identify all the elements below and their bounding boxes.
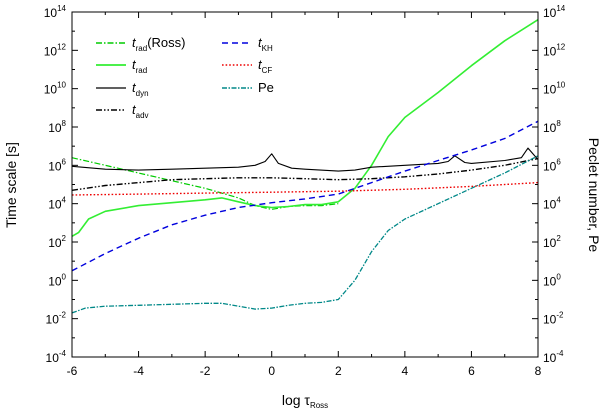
y-tick-label-left: 108 <box>48 119 66 135</box>
x-tick-label: 2 <box>335 364 342 378</box>
y-axis-label-right: Peclet number, Pe <box>586 138 600 253</box>
left-axis-ticks: 10-4 10-2 100 102 104 106 108 1010 1012 1014 <box>44 4 78 365</box>
x-tick-label: 4 <box>402 364 409 378</box>
y-tick-label-right: 1010 <box>543 81 566 97</box>
y-tick-label-right: 104 <box>543 196 561 212</box>
y-axis-label-left: Time scale [s] <box>3 142 19 228</box>
series-t-kh-line <box>71 120 539 272</box>
y-tick-label-left: 1010 <box>44 81 67 97</box>
x-tick-label: -6 <box>67 364 78 378</box>
y-tick-label-left: 104 <box>48 196 66 212</box>
legend-label: tCF <box>258 57 272 75</box>
y-tick-label-right: 1014 <box>543 4 566 20</box>
x-tick-label: -2 <box>200 364 211 378</box>
x-tick-label: 6 <box>468 364 475 378</box>
series-t-rad-ross-line <box>71 157 339 210</box>
series-layer <box>71 19 539 314</box>
x-tick-label: 8 <box>535 364 542 378</box>
y-tick-label-left: 10-2 <box>46 311 67 327</box>
y-tick-label-left: 1012 <box>44 42 67 58</box>
y-tick-label-right: 1012 <box>543 42 566 58</box>
y-tick-label-left: 10-4 <box>46 349 67 365</box>
y-tick-label-left: 106 <box>48 157 66 173</box>
y-tick-label-right: 10-4 <box>543 349 564 365</box>
series-pe-line <box>71 155 539 314</box>
y-tick-label-right: 102 <box>543 234 561 250</box>
legend-label: tdyn <box>132 80 149 98</box>
y-tick-label-right: 108 <box>543 119 561 135</box>
series-t-adv-line <box>71 157 539 191</box>
legend-label: tadv <box>132 102 149 120</box>
y-tick-label-left: 100 <box>48 272 66 288</box>
y-tick-label-left: 102 <box>48 234 66 250</box>
legend-label: Pe <box>258 80 274 95</box>
x-tick-label: 0 <box>268 364 275 378</box>
y-tick-label-right: 106 <box>543 157 561 173</box>
legend-label: trad <box>132 57 147 75</box>
legend: trad(Ross) trad tdyn tadv tKH tCF Pe <box>96 35 274 120</box>
y-tick-label-right: 10-2 <box>543 311 564 327</box>
x-tick-label: -4 <box>133 364 144 378</box>
x-axis-label: log τRoss <box>282 392 328 410</box>
right-axis-ticks: 10-4 10-2 100 102 104 106 108 1010 1012 1014 <box>532 4 566 365</box>
legend-label: tKH <box>258 35 273 53</box>
plot-frame <box>71 11 539 358</box>
legend-label: trad(Ross) <box>132 35 185 53</box>
y-tick-label-right: 100 <box>543 272 561 288</box>
y-tick-label-left: 1014 <box>44 4 67 20</box>
series-t-rad-line <box>71 19 539 237</box>
series-t-dyn-line <box>71 147 539 172</box>
